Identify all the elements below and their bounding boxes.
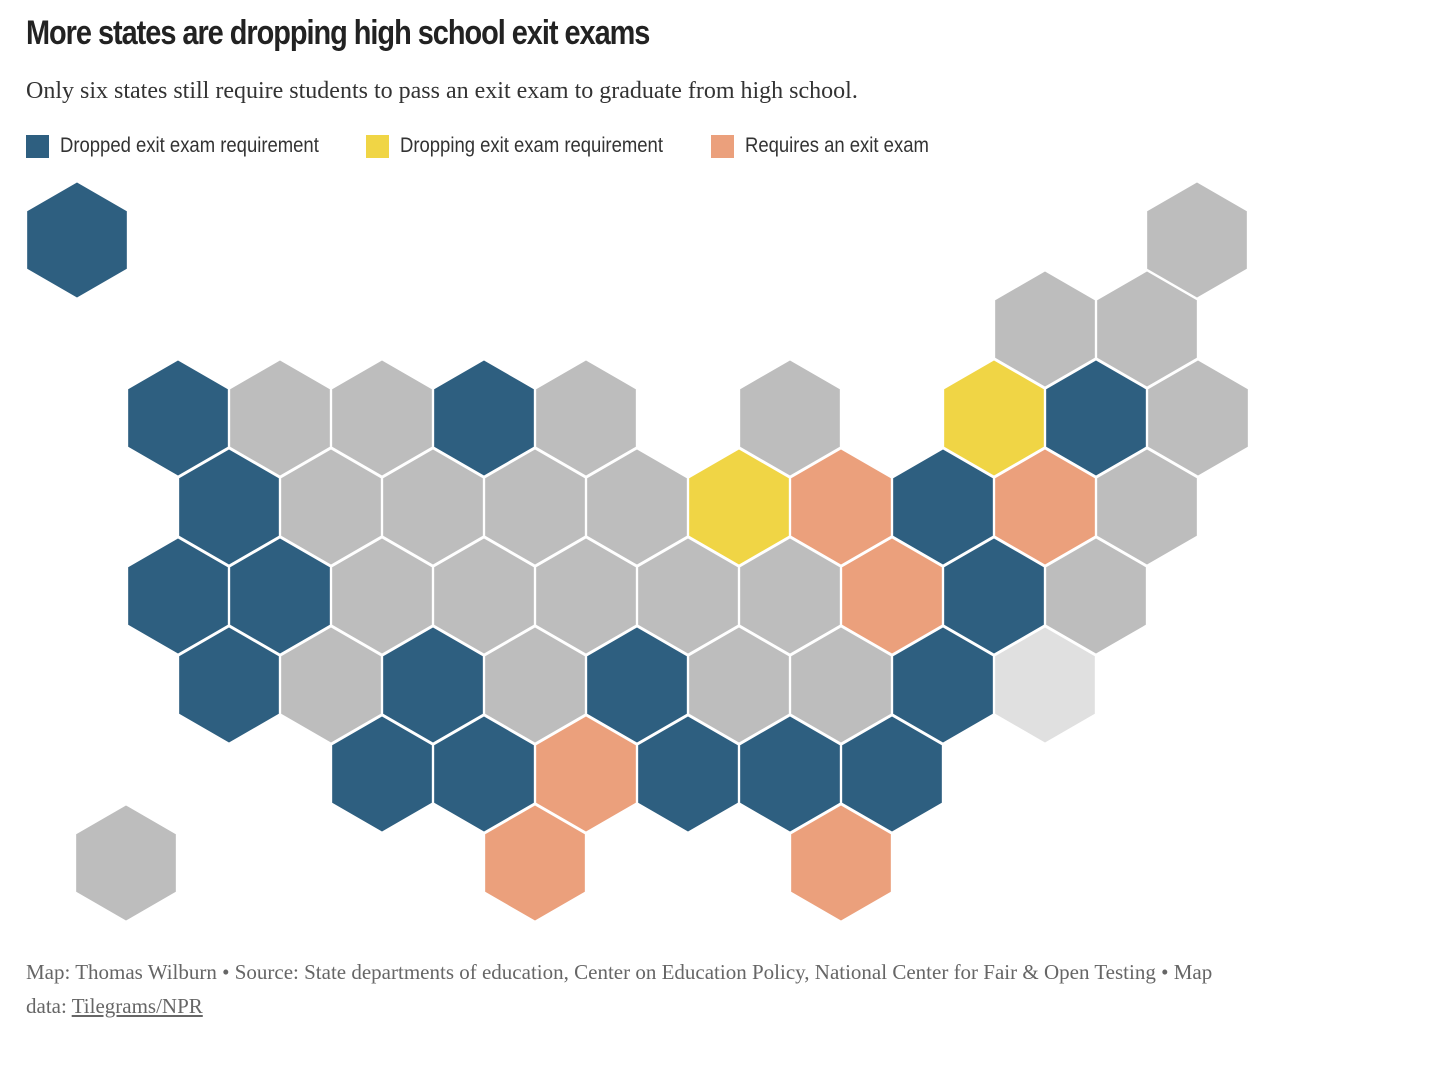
state-hex (637, 715, 739, 833)
state-hex (484, 448, 586, 566)
state-hex (433, 715, 535, 833)
state-hex (382, 448, 484, 566)
state-hex (790, 804, 892, 922)
state-hex (535, 537, 637, 655)
hex-map (26, 181, 1249, 922)
state-hex (994, 270, 1096, 388)
title: More states are dropping high school exi… (26, 14, 650, 52)
state-hex (1146, 181, 1248, 299)
state-hex (739, 715, 841, 833)
state-hex (943, 537, 1045, 655)
subtitle: Only six states still require students t… (26, 78, 858, 104)
state-hex (892, 626, 994, 744)
state-hex (127, 537, 229, 655)
state-hex (739, 537, 841, 655)
footer: Map: Thomas Wilburn • Source: State depa… (26, 955, 1246, 1023)
state-hex (586, 448, 688, 566)
state-hex (484, 626, 586, 744)
state-hex (688, 448, 790, 566)
state-hex (841, 537, 943, 655)
state-hex (382, 626, 484, 744)
state-hex (229, 537, 331, 655)
legend-swatch (26, 134, 49, 158)
credit: Map: Thomas Wilburn • Source: State depa… (26, 960, 1213, 1018)
legend-label: Dropped exit exam requirement (60, 134, 319, 157)
legend-item: Requires an exit exam (710, 134, 932, 158)
state-hex (790, 626, 892, 744)
state-hex (994, 448, 1096, 566)
state-hex (433, 537, 535, 655)
state-hex (75, 804, 177, 922)
state-hex (229, 359, 331, 477)
state-hex (331, 359, 433, 477)
state-hex (26, 181, 128, 299)
state-hex (280, 626, 382, 744)
state-hex (1096, 270, 1198, 388)
state-hex (1045, 537, 1147, 655)
state-hex (127, 359, 229, 477)
state-hex (331, 537, 433, 655)
source-link[interactable]: Tilegrams/NPR (71, 994, 203, 1018)
state-hex (637, 537, 739, 655)
legend: Dropped exit exam requirement Dropping ex… (26, 134, 932, 158)
state-hex (484, 804, 586, 922)
legend-item: Dropped exit exam requirement (26, 134, 332, 158)
state-hex (586, 626, 688, 744)
state-hex (535, 715, 637, 833)
state-hex (535, 359, 637, 477)
state-hex (433, 359, 535, 477)
state-hex (790, 448, 892, 566)
legend-swatch (366, 134, 390, 158)
state-hex (178, 626, 280, 744)
legend-label: Dropping exit exam requirement (400, 134, 664, 157)
state-hex (1096, 448, 1198, 566)
state-hex (331, 715, 433, 833)
state-hex (1045, 359, 1147, 477)
state-hex (280, 448, 382, 566)
state-hex (943, 359, 1045, 477)
state-hex (688, 626, 790, 744)
state-hex (178, 448, 280, 566)
state-hex (841, 715, 943, 833)
legend-label: Requires an exit exam (744, 134, 929, 157)
state-hex (739, 359, 841, 477)
legend-swatch (710, 134, 734, 158)
state-hex (1147, 359, 1249, 477)
state-hex (892, 448, 994, 566)
legend-item: Dropping exit exam requirement (366, 134, 677, 158)
state-hex (994, 626, 1096, 744)
